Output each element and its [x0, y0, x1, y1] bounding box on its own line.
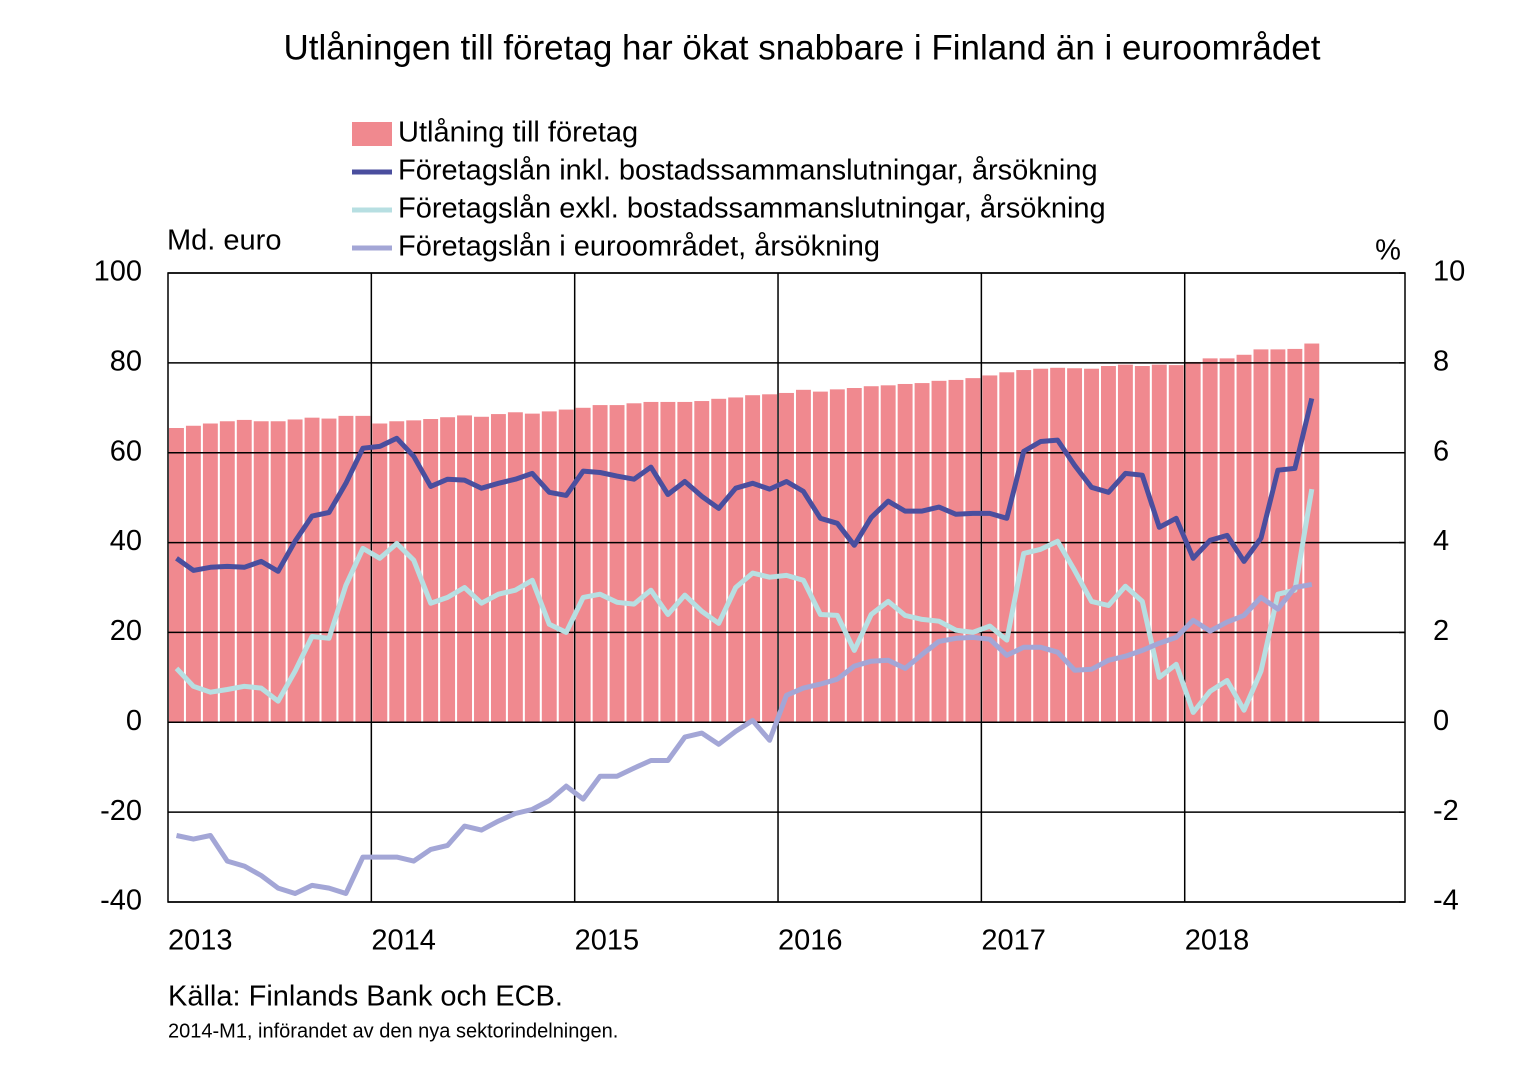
line: [175, 581, 1313, 896]
y2-tick-label: 2: [1433, 615, 1449, 647]
bar: [355, 415, 371, 723]
bar: [660, 401, 676, 723]
bar: [829, 389, 845, 723]
bar: [474, 416, 489, 723]
bar: [219, 421, 235, 723]
bar: [609, 405, 625, 723]
bar: [287, 419, 303, 723]
y-axis-label: Md. euro: [167, 225, 281, 257]
legend-label: Utlåning till företag: [398, 117, 638, 149]
bar: [169, 428, 184, 723]
bar: [406, 420, 422, 723]
y-tick-label: 80: [110, 346, 142, 378]
bar: [745, 395, 761, 723]
bar: [321, 418, 337, 723]
bar: [575, 407, 591, 723]
bar: [1134, 366, 1150, 723]
bar: [1219, 358, 1235, 723]
y2-tick-label: 6: [1433, 435, 1449, 467]
bar: [795, 389, 811, 723]
bar: [1101, 366, 1116, 723]
bar: [931, 380, 947, 723]
legend-label: Företagslån exkl. bostadssammanslutninga…: [398, 193, 1106, 225]
line: [174, 488, 1315, 715]
bar: [812, 391, 828, 723]
bar: [762, 394, 778, 723]
bar: [202, 423, 218, 723]
bar: [863, 386, 879, 723]
y2-tick-label: 8: [1433, 346, 1449, 378]
bar: [965, 378, 981, 723]
y2-tick-label: 10: [1433, 256, 1465, 288]
legend-swatch: [352, 122, 392, 146]
bar: [694, 401, 710, 723]
bar: [728, 397, 744, 723]
bar: [185, 425, 201, 723]
y-tick-label: 100: [94, 256, 142, 288]
bar: [626, 403, 642, 723]
bar: [423, 419, 439, 723]
x-tick-label: 2015: [575, 925, 640, 957]
bar: [1117, 364, 1133, 723]
bar: [880, 385, 896, 723]
bar: [457, 415, 472, 723]
source: Källa: Finlands Bank och ECB.: [168, 981, 563, 1013]
y-tick-label: 20: [110, 615, 142, 647]
bar: [1270, 349, 1286, 723]
note: 2014-M1, införandet av den nya sektorind…: [168, 1020, 618, 1042]
x-tick-label: 2017: [981, 925, 1046, 957]
bar: [914, 383, 930, 723]
bar: [236, 419, 252, 723]
bar: [897, 383, 913, 723]
y-tick-label: -20: [100, 795, 142, 827]
bar: [677, 401, 693, 723]
bar: [779, 392, 794, 723]
lines: [174, 397, 1315, 896]
y2-tick-label: 0: [1433, 705, 1449, 737]
bar: [1033, 368, 1049, 723]
y-tick-label: 0: [126, 705, 142, 737]
bar: [1236, 354, 1252, 723]
bar: [389, 421, 405, 723]
y2-tick-label: -4: [1433, 885, 1459, 917]
bar: [643, 401, 659, 723]
x-tick-label: 2013: [168, 925, 233, 957]
grid: [167, 272, 1406, 903]
bar: [711, 398, 727, 723]
bar: [253, 421, 269, 723]
y2-tick-label: -2: [1433, 795, 1459, 827]
x-tick-label: 2016: [778, 925, 843, 957]
y2-axis-label: %: [1375, 235, 1401, 267]
bar: [1084, 368, 1099, 723]
y-tick-label: 40: [110, 525, 142, 557]
bar: [490, 414, 506, 723]
bar: [592, 405, 608, 723]
y2-tick-label: 4: [1433, 525, 1449, 557]
bar: [524, 413, 540, 723]
bars: [169, 343, 1320, 723]
bar: [999, 372, 1015, 723]
plot-frame: [167, 272, 1406, 903]
legend-label: Företagslån i euroområdet, årsökning: [398, 231, 880, 263]
line: [175, 397, 1315, 574]
bar: [982, 375, 998, 723]
legend-label: Företagslån inkl. bostadssammanslutninga…: [398, 155, 1098, 187]
bar: [372, 423, 388, 723]
y-tick-label: 60: [110, 435, 142, 467]
y-tick-label: -40: [100, 885, 142, 917]
bar: [1016, 370, 1032, 723]
bar: [304, 417, 320, 723]
bar: [948, 379, 964, 723]
bar: [1287, 348, 1303, 723]
bar: [558, 409, 574, 723]
chart-title: Utlåningen till företag har ökat snabbar…: [283, 28, 1320, 67]
bar: [1304, 343, 1320, 723]
bar: [507, 412, 523, 723]
bar: [541, 411, 557, 723]
x-tick-label: 2018: [1185, 925, 1250, 957]
bar: [440, 417, 456, 723]
x-tick-label: 2014: [371, 925, 436, 957]
